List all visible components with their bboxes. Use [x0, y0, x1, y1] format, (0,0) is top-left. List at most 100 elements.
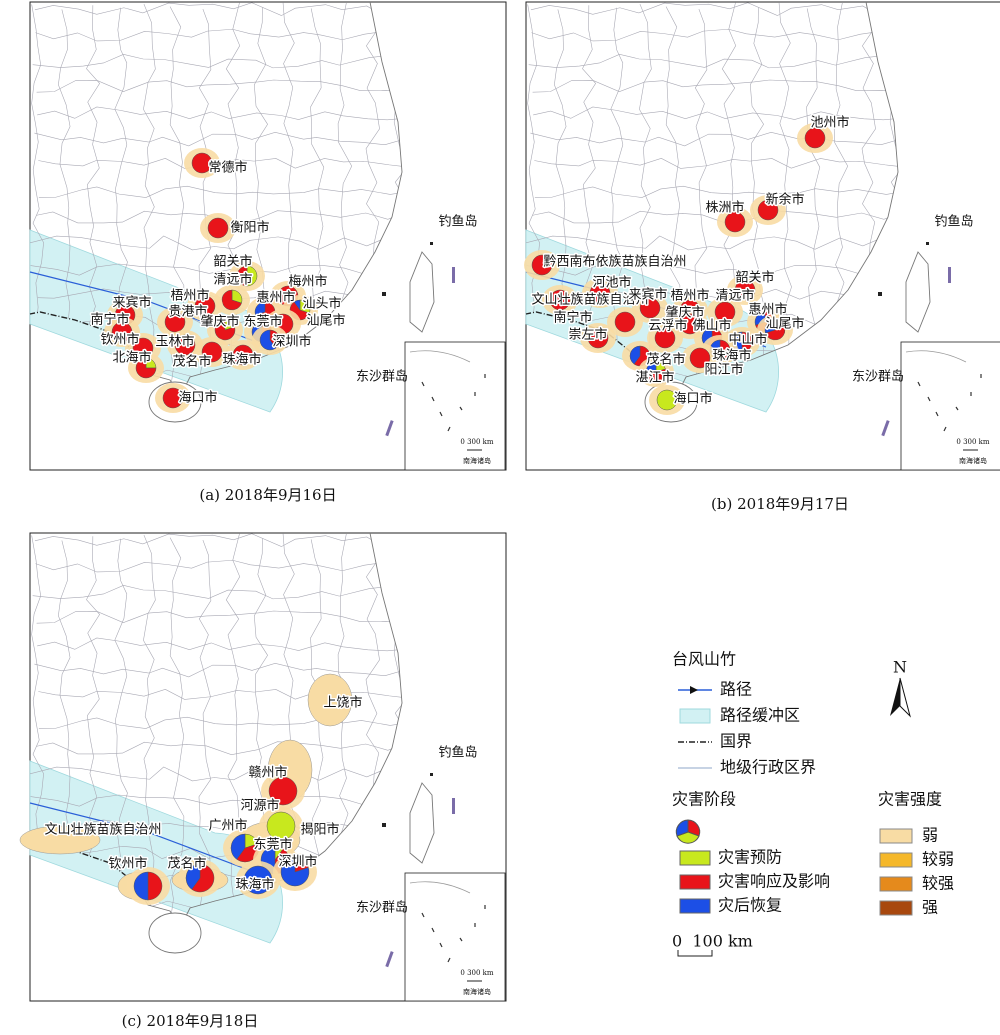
- intensity-area: [307, 673, 353, 727]
- north-arrow: [890, 678, 900, 716]
- inset-label: 南海诸岛: [463, 987, 491, 996]
- city-label: 揭阳市: [300, 822, 339, 838]
- pie-slice: [280, 857, 310, 887]
- legend-buffer: [679, 708, 711, 724]
- intensity-area: [19, 825, 101, 855]
- city-label: 惠州市: [256, 290, 295, 306]
- pie-slice: [804, 127, 826, 149]
- pie-slice: [164, 311, 186, 333]
- city-label: 衡阳市: [230, 220, 269, 236]
- inset-label: 南海诸岛: [959, 456, 987, 465]
- pie-slice: [230, 833, 246, 860]
- city-label: 钦州市: [108, 856, 147, 872]
- city-label: 南宁市: [90, 312, 129, 328]
- city-label: 梅州市: [288, 274, 327, 290]
- pie-slice: [646, 368, 667, 383]
- scale-label: 0 100 km: [672, 932, 753, 951]
- legend-label: 强: [922, 898, 938, 917]
- city-label: 来宾市: [112, 295, 151, 311]
- pie-slice: [254, 301, 266, 316]
- pie-slice: [587, 327, 609, 349]
- city-label: 东莞市: [243, 314, 282, 330]
- legend-label: 较弱: [922, 850, 954, 869]
- city-label: 南宁市: [553, 310, 592, 326]
- legend-label: 地级行政区界: [720, 758, 816, 777]
- pie-slice: [111, 321, 133, 343]
- city-label: 贵港市: [168, 304, 207, 320]
- inset-scale: 0 300 km: [956, 438, 990, 446]
- pie-slice: [147, 871, 163, 901]
- pie-slice: [133, 871, 149, 901]
- city-label: 佛山市: [692, 318, 731, 334]
- city-label: 北海市: [112, 350, 151, 366]
- pie-slice: [162, 387, 184, 409]
- city-label: 文山壮族苗族自治州: [44, 822, 161, 838]
- city-label: 玉林市: [155, 334, 194, 350]
- city-label: 汕头市: [302, 296, 341, 312]
- pie-slice: [645, 361, 657, 376]
- city-label: 深圳市: [278, 854, 317, 870]
- city-label: 茂名市: [646, 352, 685, 368]
- legend-stage-swatch: [679, 874, 711, 890]
- caption: (a) 2018年9月16日: [199, 486, 336, 504]
- city-label: 阳江市: [704, 362, 743, 378]
- pie-slice: [719, 339, 731, 361]
- city-label: 珠海市: [222, 352, 261, 368]
- pie-slice: [654, 327, 676, 349]
- city-label: 深圳市: [272, 334, 311, 350]
- caption: (b) 2018年9月17日: [711, 495, 849, 513]
- city-label: 茂名市: [172, 354, 211, 370]
- pie-slice: [293, 299, 301, 311]
- pie-slice: [549, 289, 571, 311]
- place-label: 钓鱼岛: [934, 214, 973, 230]
- city-label: 赣州市: [248, 765, 287, 781]
- city-label: 肇庆市: [665, 305, 704, 321]
- pie-slice: [246, 265, 258, 287]
- legend-path-arrow: [690, 686, 698, 694]
- pie-slice: [236, 265, 248, 287]
- legend-stage-title: 灾害阶段: [672, 790, 736, 809]
- inset-scale: 0 300 km: [460, 969, 494, 977]
- city-label: 常德市: [208, 160, 247, 176]
- legend-stage-swatch: [679, 850, 711, 866]
- city-label: 珠海市: [235, 877, 274, 893]
- pie-slice: [185, 863, 201, 890]
- city-label: 中山市: [728, 332, 767, 348]
- basemap: [526, 2, 1000, 470]
- city-label: 清远市: [715, 288, 754, 304]
- pie-slice: [757, 199, 779, 221]
- legend-title: 台风山竹: [672, 650, 736, 669]
- city-label: 河池市: [592, 275, 631, 291]
- city-label: 海口市: [178, 390, 217, 406]
- legend-label: 路径缓冲区: [720, 706, 800, 725]
- city-label: 广州市: [208, 818, 247, 834]
- city-label: 株洲市: [705, 200, 744, 216]
- legend-label: 灾后恢复: [718, 896, 782, 915]
- city-label: 梧州市: [670, 288, 709, 304]
- pie-slice: [656, 389, 678, 411]
- legend-intensity-swatch: [879, 852, 913, 868]
- city-label: 崇左市: [568, 327, 607, 343]
- city-label: 新余市: [765, 192, 804, 208]
- city-label: 上饶市: [323, 695, 362, 711]
- pie-slice: [268, 776, 298, 806]
- pie-slice: [724, 211, 746, 233]
- place-label: 东沙群岛: [356, 369, 408, 385]
- legend-label: 较强: [922, 874, 954, 893]
- city-label: 惠州市: [748, 302, 787, 318]
- city-label: 梧州市: [170, 288, 209, 304]
- pie-slice: [201, 341, 223, 363]
- legend-intensity-swatch: [879, 876, 913, 892]
- pie-slice: [207, 217, 229, 239]
- pie-slice: [714, 301, 736, 323]
- pie-slice: [614, 311, 636, 333]
- legend-stage-swatch: [679, 898, 711, 914]
- legend-intensity-swatch: [879, 900, 913, 916]
- scale-bar: [677, 950, 713, 957]
- inset-label: 南海诸岛: [463, 456, 491, 465]
- pie-slice: [531, 254, 553, 276]
